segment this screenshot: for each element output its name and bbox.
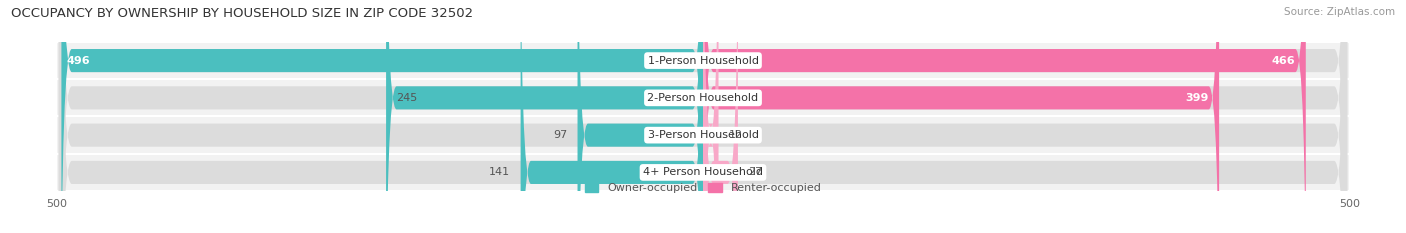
Legend: Owner-occupied, Renter-occupied: Owner-occupied, Renter-occupied [581, 178, 825, 197]
Text: 12: 12 [728, 130, 742, 140]
FancyBboxPatch shape [703, 0, 1219, 233]
Text: 466: 466 [1272, 56, 1295, 65]
Text: 97: 97 [553, 130, 567, 140]
FancyBboxPatch shape [59, 0, 1347, 233]
Text: OCCUPANCY BY OWNERSHIP BY HOUSEHOLD SIZE IN ZIP CODE 32502: OCCUPANCY BY OWNERSHIP BY HOUSEHOLD SIZE… [11, 7, 474, 20]
Text: 4+ Person Household: 4+ Person Household [643, 168, 763, 177]
FancyBboxPatch shape [59, 0, 1347, 233]
Text: 141: 141 [489, 168, 510, 177]
Text: 27: 27 [748, 168, 762, 177]
Text: 3-Person Household: 3-Person Household [648, 130, 758, 140]
FancyBboxPatch shape [62, 0, 703, 233]
Bar [56, 154, 1350, 191]
FancyBboxPatch shape [59, 0, 1347, 233]
Text: Source: ZipAtlas.com: Source: ZipAtlas.com [1284, 7, 1395, 17]
Bar [56, 42, 1350, 79]
FancyBboxPatch shape [703, 0, 718, 233]
Text: 1-Person Household: 1-Person Household [648, 56, 758, 65]
FancyBboxPatch shape [578, 0, 703, 233]
Text: 399: 399 [1185, 93, 1209, 103]
FancyBboxPatch shape [520, 0, 703, 233]
Text: 245: 245 [396, 93, 418, 103]
Bar [56, 79, 1350, 116]
Text: 496: 496 [66, 56, 90, 65]
FancyBboxPatch shape [703, 0, 1306, 233]
FancyBboxPatch shape [59, 0, 1347, 233]
FancyBboxPatch shape [387, 0, 703, 233]
Text: 2-Person Household: 2-Person Household [647, 93, 759, 103]
Bar [56, 116, 1350, 154]
FancyBboxPatch shape [703, 0, 738, 233]
